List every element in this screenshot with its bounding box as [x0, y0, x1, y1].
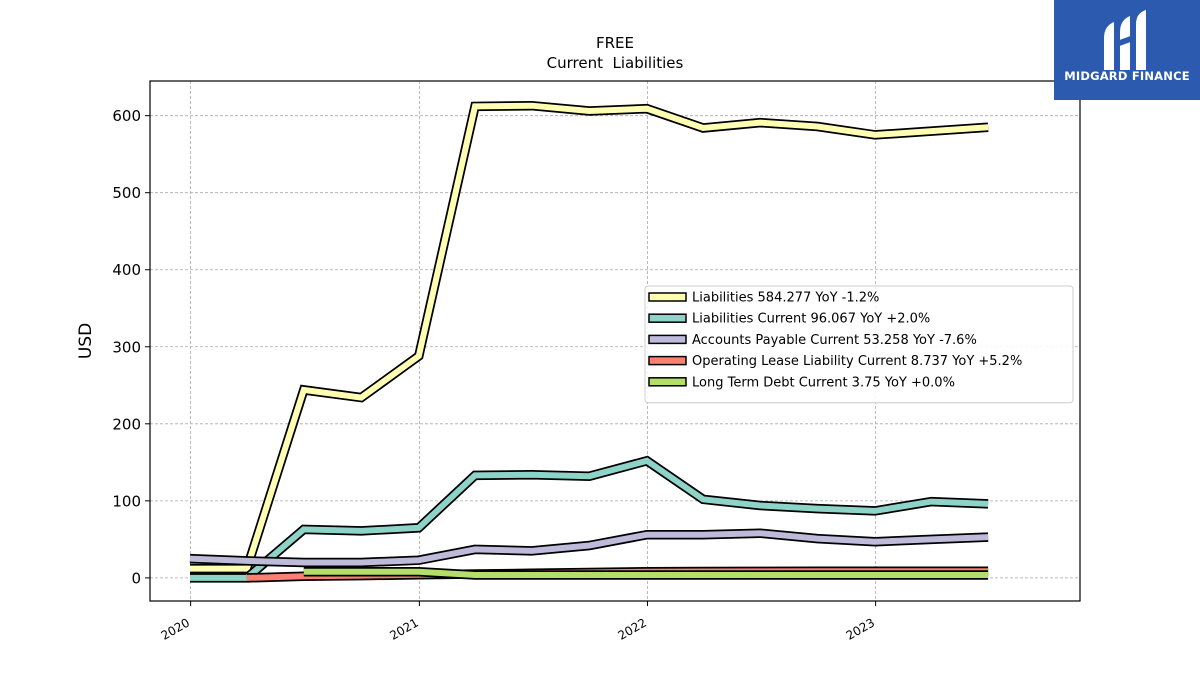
x-tick-label: 2020 — [159, 615, 192, 642]
y-tick-label: 0 — [131, 569, 141, 587]
y-axis-label: USD — [76, 323, 96, 359]
series-2 — [190, 455, 989, 583]
brand-logo: MIDGARD FINANCE — [1054, 0, 1200, 100]
legend-label: Accounts Payable Current 53.258 YoY -7.6… — [692, 333, 977, 348]
legend-item: Operating Lease Liability Current 8.737 … — [648, 354, 1022, 369]
y-tick-label: 500 — [112, 184, 141, 202]
legend-swatch — [648, 377, 687, 387]
chart-subtitle: Current Liabilities — [547, 54, 684, 72]
x-tick-label: 2021 — [387, 615, 420, 642]
x-tick-label: 2023 — [844, 615, 877, 642]
grid — [150, 81, 1080, 601]
legend: Liabilities 584.277 YoY -1.2% Liabilities… — [644, 285, 1074, 404]
midgard-logo-icon — [1104, 10, 1146, 70]
y-tick-label: 300 — [112, 338, 141, 356]
legend-label: Liabilities 584.277 YoY -1.2% — [692, 291, 879, 306]
legend-swatch — [648, 292, 687, 302]
series-line — [189, 530, 989, 566]
series-5 — [303, 566, 989, 580]
legend-swatch — [648, 334, 687, 345]
series-line — [190, 457, 989, 581]
legend-item: Accounts Payable Current 53.258 YoY -7.6… — [648, 333, 977, 348]
legend-box — [644, 285, 1074, 404]
series-layer — [189, 100, 989, 583]
series-line — [190, 102, 989, 572]
x-tick-label: 2022 — [616, 615, 649, 642]
legend-item: Liabilities 584.277 YoY -1.2% — [648, 291, 879, 306]
axes: 0 100 200 300 400 500 600 2020 2021 2022 2023 — [112, 107, 877, 643]
legend-label: Long Term Debt Current 3.75 YoY +0.0% — [692, 375, 955, 390]
legend-label: Liabilities Current 96.067 YoY +2.0% — [692, 312, 930, 327]
y-tick-label: 200 — [112, 415, 141, 433]
chart-title: FREE — [596, 34, 634, 52]
series-3 — [189, 528, 989, 568]
series-1 — [190, 100, 989, 574]
legend-item: Liabilities Current 96.067 YoY +2.0% — [648, 312, 930, 327]
legend-swatch — [648, 355, 687, 366]
y-tick-label: 600 — [112, 107, 141, 125]
plot-frame — [149, 80, 1081, 602]
y-tick-label: 100 — [112, 492, 141, 510]
legend-swatch — [648, 313, 687, 323]
series-line — [303, 568, 989, 578]
logo-text: MIDGARD FINANCE — [1064, 69, 1190, 83]
legend-item: Long Term Debt Current 3.75 YoY +0.0% — [648, 375, 955, 390]
legend-label: Operating Lease Liability Current 8.737 … — [692, 354, 1022, 369]
y-tick-label: 400 — [112, 261, 141, 279]
